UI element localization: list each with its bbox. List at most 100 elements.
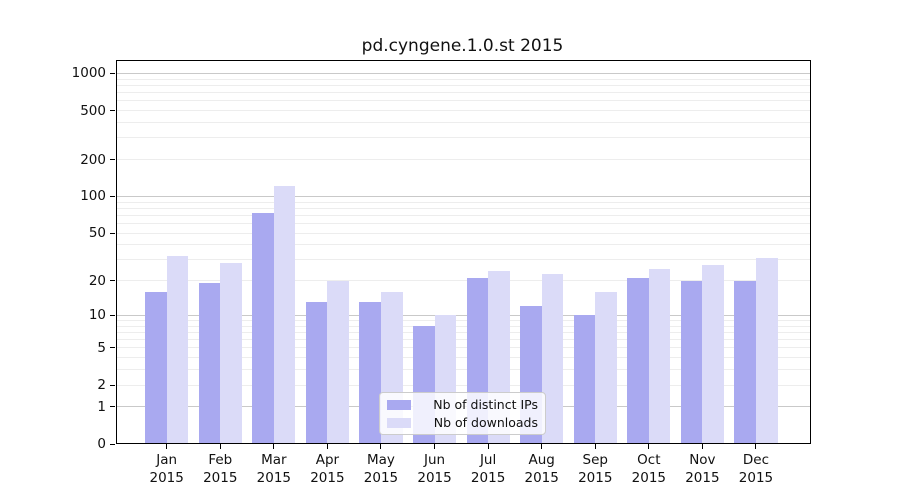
y-tick — [110, 314, 115, 316]
legend: Nb of distinct IPs Nb of downloads — [379, 392, 546, 435]
bar-sep-downloads — [595, 292, 617, 444]
minor-gridline — [116, 280, 810, 282]
x-tick-label: Feb 2015 — [203, 452, 238, 486]
bar-oct-downloads — [648, 269, 671, 444]
legend-label-distinct-ips: Nb of distinct IPs — [433, 397, 538, 412]
minor-gridline — [116, 78, 810, 80]
y-tick-label: 1 — [97, 398, 106, 415]
x-tick — [594, 444, 596, 449]
y-tick-label: 50 — [88, 225, 106, 242]
x-tick-label: Jan 2015 — [149, 452, 184, 486]
x-tick — [755, 444, 757, 449]
minor-gridline — [116, 223, 810, 225]
bar-feb-downloads — [220, 263, 242, 444]
plot-frame — [115, 60, 811, 444]
x-tick — [380, 444, 382, 449]
x-tick — [326, 444, 328, 449]
y-tick — [110, 280, 115, 282]
bar-apr-distinct-ips — [305, 302, 328, 444]
bar-dec-downloads — [755, 258, 778, 444]
x-tick — [434, 444, 436, 449]
legend-swatch-distinct-ips — [387, 399, 411, 410]
minor-gridline — [116, 339, 810, 341]
y-tick-label: 100 — [80, 188, 106, 205]
y-tick — [110, 443, 115, 445]
y-tick — [110, 159, 115, 161]
x-tick — [648, 444, 650, 449]
x-tick-label: Apr 2015 — [310, 452, 345, 486]
legend-row-distinct-ips: Nb of distinct IPs — [387, 397, 538, 412]
y-tick-label: 0 — [97, 436, 106, 452]
x-tick-label: Sep 2015 — [578, 452, 613, 486]
bar-oct-distinct-ips — [627, 278, 649, 444]
bar-jan-distinct-ips — [145, 292, 167, 444]
bar-aug-downloads — [541, 273, 564, 444]
y-tick-label: 5 — [97, 339, 106, 356]
y-tick — [110, 110, 115, 112]
x-tick-label: Jun 2015 — [417, 452, 452, 486]
minor-gridline — [116, 214, 810, 216]
y-tick — [110, 347, 115, 349]
y-tick — [110, 72, 115, 74]
x-tick — [219, 444, 221, 449]
bar-jan-downloads — [166, 256, 189, 444]
x-tick — [701, 444, 703, 449]
x-tick-label: Aug 2015 — [524, 452, 559, 486]
minor-gridline — [116, 320, 810, 321]
minor-gridline — [116, 92, 810, 94]
x-tick-label: Dec 2015 — [738, 452, 774, 486]
major-gridline — [116, 314, 810, 316]
minor-gridline — [116, 325, 810, 327]
bar-may-distinct-ips — [359, 302, 381, 444]
minor-gridline — [116, 259, 810, 261]
x-tick — [487, 444, 489, 449]
legend-row-downloads: Nb of downloads — [387, 415, 538, 430]
major-gridline — [116, 195, 810, 197]
y-tick-label: 1000 — [71, 65, 106, 82]
bar-mar-distinct-ips — [252, 213, 274, 444]
legend-swatch-downloads — [387, 417, 411, 428]
y-tick-label: 10 — [88, 307, 106, 324]
minor-gridline — [116, 331, 810, 333]
bar-apr-downloads — [327, 280, 349, 444]
x-tick-label: Nov 2015 — [685, 452, 720, 486]
minor-gridline — [116, 201, 810, 203]
bar-nov-distinct-ips — [680, 280, 703, 444]
x-tick — [166, 444, 168, 449]
minor-gridline — [116, 369, 810, 371]
major-gridline — [116, 72, 810, 74]
minor-gridline — [116, 232, 810, 234]
legend-label-downloads: Nb of downloads — [433, 415, 538, 430]
bar-nov-downloads — [702, 265, 724, 444]
minor-gridline — [116, 84, 810, 86]
bar-feb-distinct-ips — [198, 283, 221, 444]
minor-gridline — [116, 357, 810, 359]
minor-gridline — [116, 384, 810, 386]
minor-gridline — [116, 137, 810, 139]
x-tick — [273, 444, 275, 449]
y-tick-label: 2 — [97, 377, 106, 394]
y-tick — [110, 384, 115, 386]
y-tick-label: 20 — [88, 272, 106, 289]
x-tick-label: Mar 2015 — [256, 452, 291, 486]
bar-sep-distinct-ips — [573, 315, 596, 444]
bar-mar-downloads — [273, 185, 296, 444]
y-tick — [110, 195, 115, 197]
x-tick-label: May 2015 — [363, 452, 399, 486]
x-tick — [541, 444, 543, 449]
minor-gridline — [116, 347, 810, 349]
y-tick — [110, 406, 115, 408]
x-tick-label: Jul 2015 — [470, 452, 506, 486]
minor-gridline — [116, 207, 810, 209]
y-tick — [110, 232, 115, 234]
chart-title: pd.cyngene.1.0.st 2015 — [361, 36, 564, 56]
minor-gridline — [116, 244, 810, 246]
x-tick-label: Oct 2015 — [631, 452, 666, 486]
minor-gridline — [116, 100, 810, 102]
minor-gridline — [116, 110, 810, 112]
minor-gridline — [116, 122, 810, 124]
y-tick-label: 200 — [80, 151, 106, 168]
bar-dec-distinct-ips — [734, 280, 756, 444]
y-tick-label: 500 — [80, 102, 106, 119]
